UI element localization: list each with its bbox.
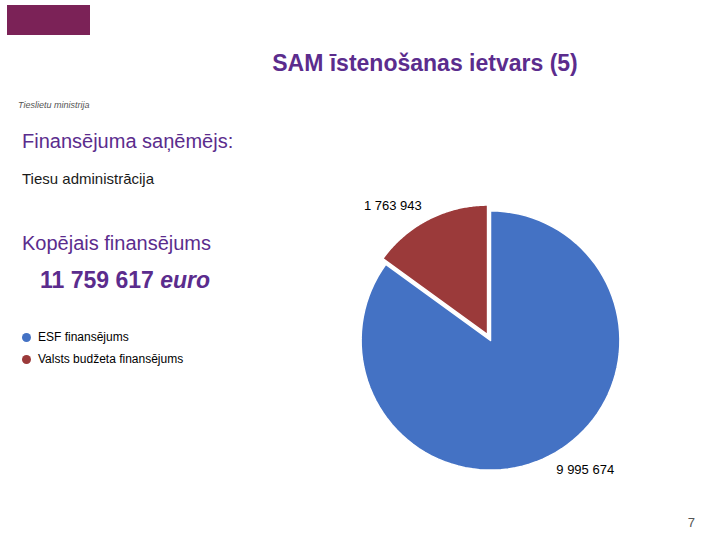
html-text:Finansējuma saņēmējs:: Finansējuma saņēmējs: [22,130,234,152]
html-text:ESF finansējums: ESF finansējums [38,330,129,344]
html-text:SAM īstenošanas ietvars (5): SAM īstenošanas ietvars (5) [272,50,578,76]
html-text:Tiesu administrācija: Tiesu administrācija [22,170,154,187]
html-text:11 759 617 euro: 11 759 617 euro [40,267,211,293]
svg-text:9 995 674: 9 995 674 [556,462,614,477]
html-text:Valsts budžeta finansējums: Valsts budžeta finansējums [38,352,184,366]
html-text:Kopējais finansējums: Kopējais finansējums [22,232,211,254]
html-text:7: 7 [687,515,695,530]
svg-text:1 763 943: 1 763 943 [364,198,422,213]
html-text:Tieslietu ministrija: Tieslietu ministrija [18,100,90,110]
